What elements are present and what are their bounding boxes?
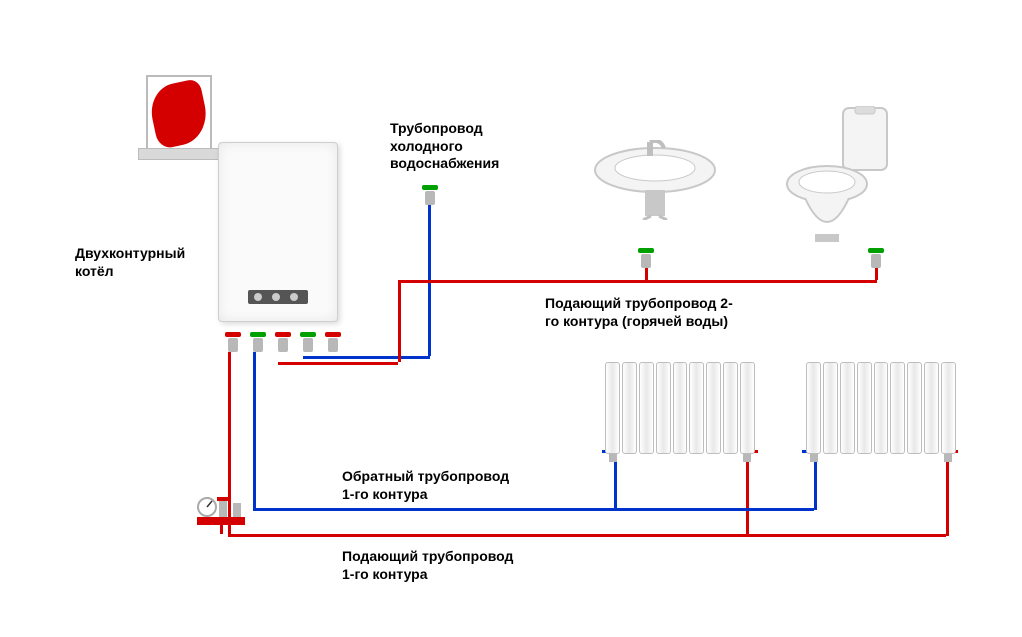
- boiler-valve-1: [250, 332, 266, 354]
- pipe-hot_up1: [398, 280, 401, 362]
- label-supply: Подающий трубопровод 1-го контура: [342, 548, 562, 583]
- label-cold: Трубопровод холодного водоснабжения: [390, 120, 570, 173]
- radiator-1-supply-tap: [743, 454, 751, 462]
- pipe-return_main: [253, 508, 814, 511]
- toilet-valve: [868, 248, 884, 270]
- pipe-return_drop: [253, 352, 256, 508]
- exhaust-terminal: [146, 75, 212, 155]
- boiler-valve-0: [225, 332, 241, 354]
- radiator-2-supply-tap: [944, 454, 952, 462]
- boiler-valve-2: [275, 332, 291, 354]
- pipe-hot_across: [398, 280, 877, 283]
- label-return: Обратный трубопровод 1-го контура: [342, 468, 562, 503]
- toilet: [785, 106, 895, 246]
- radiator-1: [605, 362, 755, 454]
- boiler-valve-3: [300, 332, 316, 354]
- radiator-1-return-tap: [609, 454, 617, 462]
- label-hot: Подающий трубопровод 2- го контура (горя…: [545, 295, 805, 330]
- pipe-cold_to_boiler: [303, 356, 430, 359]
- radiator-2-return-tap: [810, 454, 818, 462]
- sink: [585, 140, 725, 220]
- pipe-supply_up_r2: [946, 450, 949, 536]
- pipe-cold_down: [428, 198, 431, 356]
- radiator-2: [806, 362, 956, 454]
- pipe-hot_from_boiler: [278, 362, 398, 365]
- label-boiler: Двухконтурный котёл: [75, 245, 215, 280]
- heating-diagram: Двухконтурный котёл Трубопровод холодного…: [0, 0, 1022, 637]
- boiler-control-panel: [248, 290, 308, 304]
- cold-supply-valve: [422, 185, 438, 207]
- sink-valve: [638, 248, 654, 270]
- pipe-supply_up_r1: [746, 450, 749, 536]
- safety-group: [195, 495, 247, 533]
- boiler-valve-4: [325, 332, 341, 354]
- pipe-supply_main: [228, 534, 946, 537]
